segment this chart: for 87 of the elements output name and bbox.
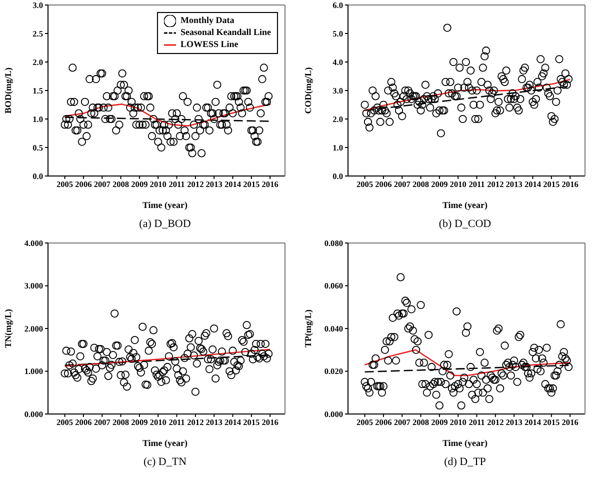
y-tick-label: 3.0: [32, 0, 43, 10]
x-tick-label: 2011: [468, 180, 485, 189]
x-tick-label: 2012: [487, 180, 504, 189]
y-tick-label: 0.040: [324, 324, 343, 334]
x-tick-label: 2007: [94, 180, 110, 189]
x-tick-label: 2005: [356, 418, 374, 427]
x-tick-label: 2012: [187, 180, 204, 189]
y-tick-label: 3.000: [24, 282, 43, 291]
x-tick-label: 2011: [468, 418, 485, 427]
text: (a) D_BOD: [138, 218, 192, 230]
x-axis-title: Time (year): [441, 438, 489, 448]
x-tick-label: 2009: [431, 418, 448, 427]
x-tick-label: 2010: [150, 418, 166, 427]
y-tick-label: 0.0: [32, 172, 43, 181]
x-tick-label: 2005: [56, 180, 74, 189]
legend-label: Monthly Data: [180, 15, 234, 26]
y-tick-label: 0.000: [324, 410, 343, 419]
y-tick-label: 5.0: [332, 29, 343, 38]
x-tick-label: 2010: [450, 418, 466, 427]
y-tick-label: 4.000: [24, 238, 43, 248]
x-tick-label: 2008: [412, 418, 430, 427]
y-axis-title: TN(mg/L): [3, 309, 14, 348]
y-tick-label: 0.020: [324, 367, 343, 376]
x-tick-label: 2005: [356, 180, 374, 189]
text: (c) D_TN: [142, 456, 188, 468]
x-tick-label: 2008: [112, 418, 130, 427]
x-tick-label: 2006: [75, 418, 92, 427]
y-tick-label: 0.0: [332, 172, 343, 181]
y-tick-label: 1.000: [24, 367, 43, 376]
y-tick-label: 1.0: [332, 143, 343, 152]
legend-label: Seasonal Keandall Line: [180, 27, 271, 38]
text: (d) D_TP: [443, 456, 487, 468]
x-tick-label: 2015: [543, 180, 560, 189]
x-tick-label: 2015: [543, 418, 560, 427]
x-tick-label: 2014: [524, 418, 542, 427]
x-tick-label: 2009: [431, 180, 448, 189]
x-axis-title: Time (year): [141, 200, 189, 210]
x-tick-label: 2009: [131, 418, 148, 427]
x-tick-label: 2014: [224, 418, 242, 427]
x-tick-label: 2013: [206, 180, 222, 189]
x-tick-label: 2016: [262, 180, 278, 189]
y-tick-label: 6.0: [332, 0, 343, 10]
x-tick-label: 2011: [168, 418, 185, 427]
y-tick-label: 2.0: [32, 58, 43, 67]
x-tick-label: 2005: [56, 418, 74, 427]
x-tick-label: 2016: [562, 180, 578, 189]
x-tick-label: 2008: [112, 180, 130, 189]
x-tick-label: 2007: [394, 418, 410, 427]
x-tick-label: 2016: [562, 418, 578, 427]
y-axis-title: COD(mg/L): [303, 67, 314, 114]
y-axis-title: TP(mg/L): [303, 310, 314, 348]
y-tick-label: 1.5: [32, 86, 43, 96]
x-tick-label: 2013: [506, 180, 522, 189]
y-tick-label: 0.000: [24, 410, 43, 419]
y-tick-label: 2.5: [32, 29, 43, 38]
x-tick-label: 2009: [131, 180, 148, 189]
x-tick-label: 2006: [375, 180, 392, 189]
text: (b) D_COD: [438, 218, 492, 230]
x-tick-label: 2012: [187, 418, 204, 427]
y-tick-label: 2.0: [332, 114, 343, 124]
x-tick-label: 2008: [412, 180, 430, 189]
x-tick-label: 2016: [262, 418, 278, 427]
x-tick-label: 2007: [94, 418, 110, 427]
x-tick-label: 2011: [168, 180, 185, 189]
y-tick-label: 0.080: [324, 238, 343, 248]
legend-label: LOWESS Line: [180, 39, 238, 50]
x-axis-title: Time (year): [441, 200, 489, 210]
y-tick-label: 4.0: [332, 58, 343, 67]
y-tick-label: 0.5: [32, 143, 43, 152]
x-tick-label: 2006: [375, 418, 392, 427]
y-tick-label: 0.060: [324, 282, 343, 291]
x-tick-label: 2014: [224, 180, 242, 189]
x-axis-title: Time (year): [141, 438, 189, 448]
y-tick-label: 1.0: [32, 114, 43, 124]
x-tick-label: 2010: [450, 180, 466, 189]
x-tick-label: 2006: [75, 180, 92, 189]
y-tick-label: 3.0: [332, 86, 343, 96]
x-tick-label: 2012: [487, 418, 504, 427]
x-tick-label: 2007: [394, 180, 410, 189]
x-tick-label: 2015: [243, 418, 260, 427]
x-tick-label: 2010: [150, 180, 166, 189]
y-tick-label: 2.000: [24, 324, 43, 334]
x-tick-label: 2014: [524, 180, 542, 189]
y-axis-title: BOD(mg/L): [3, 68, 14, 114]
x-tick-label: 2013: [506, 418, 522, 427]
x-tick-label: 2015: [243, 180, 260, 189]
x-tick-label: 2013: [206, 418, 222, 427]
